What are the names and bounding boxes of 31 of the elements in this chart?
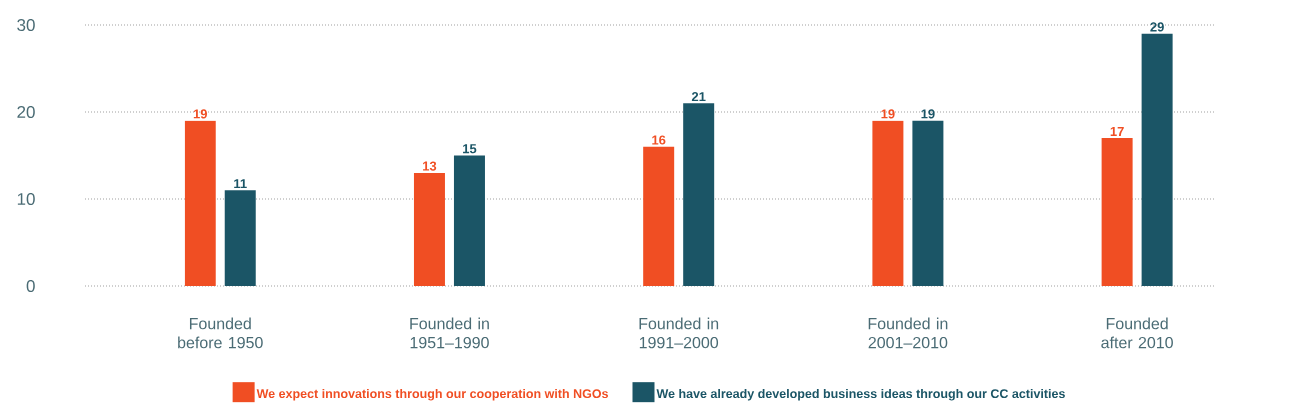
y-tick-label: 0 [26, 279, 35, 293]
data-label: 16 [652, 135, 666, 145]
data-label: 17 [1110, 126, 1124, 136]
bar [912, 120, 944, 286]
bar [1141, 33, 1173, 286]
x-tick-label: Founded in 2001–2010 [868, 317, 948, 349]
bar [413, 172, 445, 286]
data-label: 21 [691, 92, 706, 102]
y-tick-label: 10 [17, 192, 35, 206]
data-label: 19 [193, 109, 207, 119]
legend-label: We have already developed business ideas through our CC activities [656, 388, 1065, 401]
legend-label: We expect innovations through our cooperation with NGOs [256, 388, 608, 401]
data-label: 11 [234, 179, 247, 189]
y-tick-label: 20 [17, 105, 35, 119]
bar [224, 190, 256, 286]
data-label: 29 [1150, 22, 1164, 32]
bar [184, 120, 216, 286]
bar [683, 103, 715, 286]
data-label: 19 [881, 109, 895, 119]
bar [1101, 138, 1133, 286]
x-tick-label: Founded in 1991–2000 [639, 317, 719, 349]
bar [643, 146, 675, 286]
x-tick-label: Founded before 1950 [178, 317, 263, 349]
data-label: 15 [463, 144, 477, 154]
bar [872, 120, 904, 286]
x-tick-label: Founded after 2010 [1101, 317, 1173, 349]
data-label: 19 [921, 109, 935, 119]
y-tick-label: 30 [17, 18, 35, 32]
bar [453, 155, 485, 286]
x-tick-label: Founded in 1951–1990 [410, 317, 489, 349]
data-label: 13 [423, 161, 437, 171]
